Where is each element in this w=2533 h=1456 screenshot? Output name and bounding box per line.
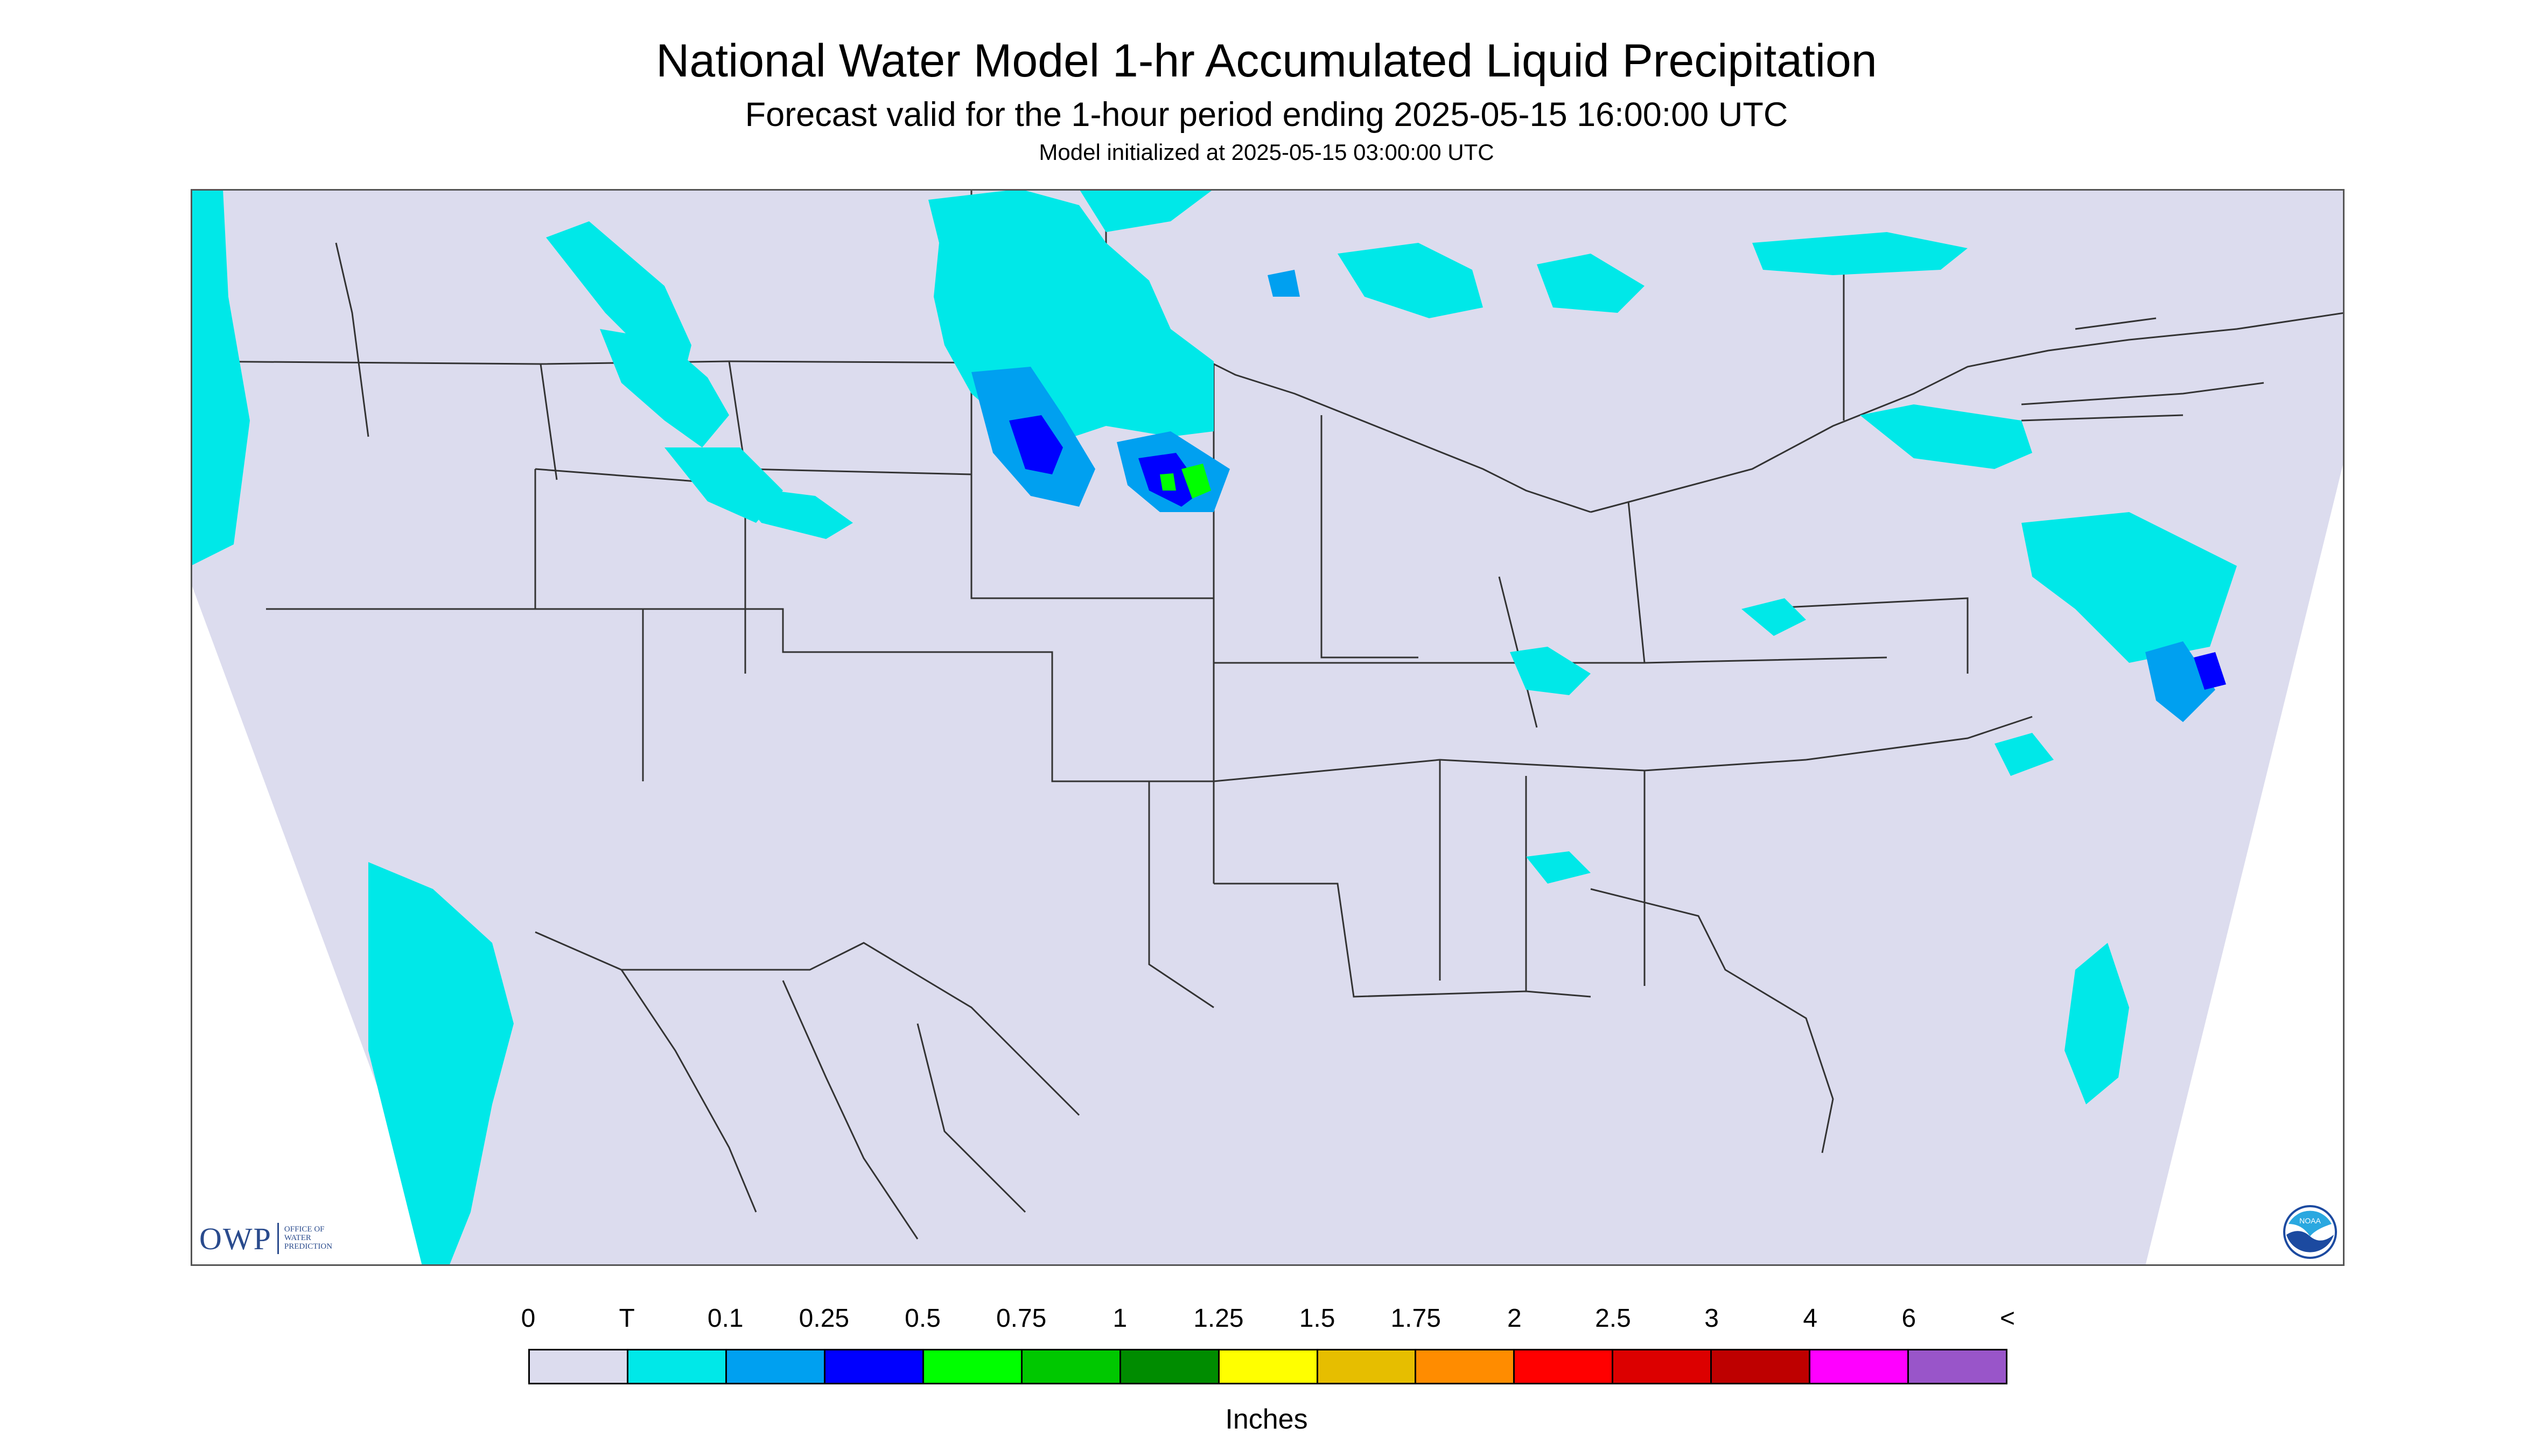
legend-tick-label: 2 xyxy=(1507,1304,1522,1333)
legend-tick-label: 4 xyxy=(1803,1304,1818,1333)
legend-swatch xyxy=(1613,1350,1712,1383)
legend-tick-label: 1 xyxy=(1112,1304,1128,1333)
forecast-valid-subtitle: Forecast valid for the 1-hour period end… xyxy=(745,96,1788,134)
legend-tick-label: 0.5 xyxy=(905,1304,941,1333)
legend-color-scale xyxy=(528,1349,2007,1384)
legend-swatch xyxy=(1909,1350,2006,1383)
owp-logo-mark: OWP xyxy=(199,1221,272,1256)
legend-tick-label: 2.5 xyxy=(1595,1304,1631,1333)
legend-swatch xyxy=(726,1350,825,1383)
legend-swatch xyxy=(923,1350,1023,1383)
legend-swatch xyxy=(1712,1350,1811,1383)
legend-tick-label: 0.25 xyxy=(799,1304,850,1333)
map-title: National Water Model 1-hr Accumulated Li… xyxy=(656,35,1877,87)
legend-swatch xyxy=(1416,1350,1515,1383)
owp-logo-line-2: WATER xyxy=(284,1234,311,1243)
legend-swatch xyxy=(628,1350,727,1383)
legend-swatch xyxy=(1121,1350,1220,1383)
legend-tick-label: 0 xyxy=(521,1304,536,1333)
legend-tick-label: 6 xyxy=(1901,1304,1916,1333)
owp-logo: OWP OFFICE OF WATER PREDICTION xyxy=(199,1221,332,1256)
precip-green xyxy=(1160,464,1211,499)
legend-tick-label: T xyxy=(619,1304,635,1333)
legend-tick-label: 0.75 xyxy=(996,1304,1047,1333)
owp-logo-line-1: OFFICE OF xyxy=(284,1225,325,1234)
legend-swatch xyxy=(1810,1350,1909,1383)
noaa-logo: NOAA xyxy=(2283,1205,2337,1259)
legend-swatch xyxy=(1318,1350,1417,1383)
legend-swatch xyxy=(530,1350,628,1383)
legend-tick-label: 3 xyxy=(1704,1304,1719,1333)
state-boundaries xyxy=(191,189,2345,1153)
legend-tick-label: 0.1 xyxy=(707,1304,744,1333)
precipitation-map xyxy=(191,189,2345,1266)
legend-units-label: Inches xyxy=(1225,1404,1308,1435)
legend-swatch xyxy=(1219,1350,1318,1383)
legend-tick-label: 1.75 xyxy=(1390,1304,1441,1333)
model-init-text: Model initialized at 2025-05-15 03:00:00… xyxy=(1039,139,1494,165)
map-frame xyxy=(191,189,2345,1266)
noaa-logo-text: NOAA xyxy=(2299,1216,2321,1225)
owp-logo-line-3: PREDICTION xyxy=(284,1242,333,1251)
owp-logo-subtext: OFFICE OF WATER PREDICTION xyxy=(284,1226,332,1251)
legend-tick-label: 1.5 xyxy=(1299,1304,1335,1333)
model-domain xyxy=(191,189,2345,1266)
legend-tick-label: 1.25 xyxy=(1193,1304,1244,1333)
legend-swatch xyxy=(825,1350,924,1383)
owp-logo-divider xyxy=(277,1223,279,1254)
legend-swatch xyxy=(1022,1350,1121,1383)
mexico-boundaries xyxy=(535,931,1080,1240)
legend-swatch xyxy=(1515,1350,1614,1383)
legend-tick-label: < xyxy=(1999,1304,2016,1333)
